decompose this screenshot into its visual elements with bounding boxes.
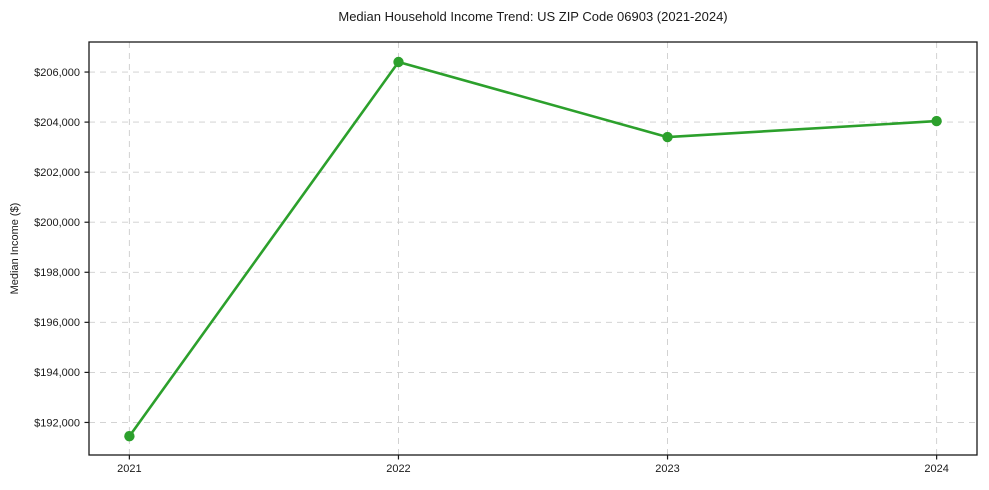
y-tick-label: $194,000	[34, 367, 80, 379]
chart-title: Median Household Income Trend: US ZIP Co…	[338, 9, 727, 24]
data-point	[124, 431, 135, 442]
x-tick-label: 2021	[117, 463, 141, 475]
data-point	[662, 131, 673, 143]
x-tick-label: 2024	[924, 463, 948, 475]
x-tick-label: 2022	[386, 463, 410, 475]
plot-area	[89, 42, 977, 455]
y-tick-label: $198,000	[34, 267, 80, 279]
y-tick-label: $200,000	[34, 217, 80, 229]
y-tick-label: $196,000	[34, 317, 80, 329]
y-tick-label: $192,000	[34, 417, 80, 429]
data-point	[393, 56, 404, 68]
y-tick-label: $202,000	[34, 167, 80, 179]
x-tick-label: 2023	[655, 463, 679, 475]
y-tick-label: $206,000	[34, 67, 80, 79]
axes-spines	[88, 41, 978, 456]
y-axis-label: Median Income ($)	[9, 203, 21, 295]
y-tick-label: $204,000	[34, 117, 80, 129]
data-point	[931, 115, 942, 127]
data-line	[128, 60, 938, 438]
